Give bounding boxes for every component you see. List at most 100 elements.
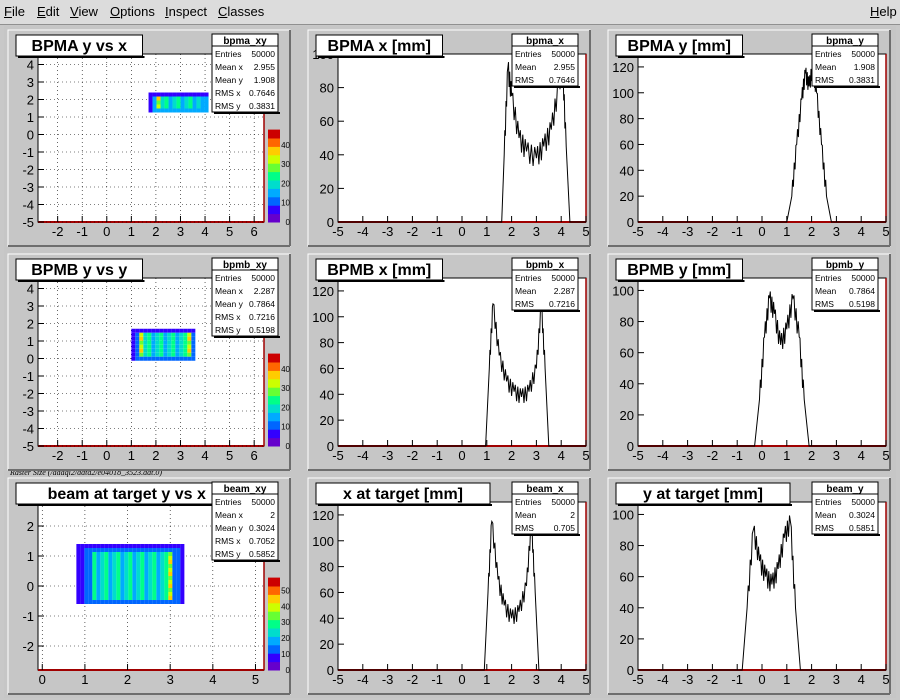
menu-file[interactable]: File — [4, 4, 25, 19]
canvas-svg[interactable]: Raster Size (/adaql2/data2/e04018_3523.d… — [4, 26, 896, 698]
pad-bpma_xy[interactable]: -2 -1 0 1 2 3 4 5 6-5-4-3-2-101234010203040BPMA … — [7, 29, 291, 247]
heatmap-cell — [151, 340, 156, 345]
heatmap-cell — [187, 352, 192, 357]
x-tick-label: 4 — [858, 224, 865, 239]
x-tick-label: -1 — [76, 224, 88, 239]
heatmap-cell — [132, 556, 137, 560]
heatmap-cell — [135, 352, 140, 357]
x-tick-label: 1 — [483, 672, 490, 687]
menu-view[interactable]: View — [70, 4, 98, 19]
heatmap-cell — [172, 592, 177, 596]
heatmap-cell — [151, 348, 156, 353]
heatmap-cell — [160, 564, 165, 568]
title-box: BPMA y vs x — [15, 34, 145, 58]
heatmap-cell — [108, 544, 113, 548]
heatmap-cell — [140, 576, 145, 580]
heatmap-cell — [88, 592, 93, 596]
heatmap-cell — [135, 344, 140, 349]
menu-edit[interactable]: Edit — [37, 4, 60, 19]
heatmap-cell — [128, 584, 133, 588]
heatmap-cell — [136, 580, 141, 584]
pad-bpmb_xy[interactable]: -2 -1 0 1 2 3 4 5 6-5-4-3-2-101234010203040BPMB … — [7, 253, 291, 471]
y-tick-label: 120 — [612, 60, 634, 75]
pad-bpmb_y[interactable]: -5 -4 -3 -2 -1 0 1 2 3 4 5 0 20 40 60 80 100 BPMB y [mm] b… — [607, 253, 891, 471]
heatmap-cell — [128, 580, 133, 584]
heatmap-cell — [168, 572, 173, 576]
heatmap-cell — [147, 340, 152, 345]
x-tick-label: -2 — [407, 224, 419, 239]
heatmap-cell — [112, 576, 117, 580]
heatmap-cell — [144, 584, 149, 588]
heatmap-cell — [192, 92, 197, 97]
heatmap-cell — [156, 552, 161, 556]
heatmap-cell — [176, 100, 181, 105]
heatmap-cell — [148, 96, 153, 101]
x-tick-label: 3 — [833, 224, 840, 239]
heatmap-cell — [180, 548, 185, 552]
plot-frame[interactable]: -5 -4 -3 -2 -1 0 1 2 3 4 5 0 20 40 60 80 100 120 — [312, 501, 590, 687]
menu-classes[interactable]: Classes — [218, 4, 265, 19]
panel-title: BPMA x [mm] — [328, 38, 431, 55]
heatmap-cell — [140, 548, 145, 552]
heatmap-cell — [136, 564, 141, 568]
pad-bpma_x[interactable]: -5-4-3-2-1012345020406080100BPMA x [mm]b… — [307, 29, 591, 247]
y-tick-label: 2 — [27, 519, 34, 534]
x-tick-label: 3 — [177, 224, 184, 239]
heatmap-cell — [155, 332, 160, 337]
y-tick-label: -1 — [22, 609, 34, 624]
stats-value: 0.3024 — [249, 523, 275, 533]
heatmap-cell — [191, 348, 196, 353]
heatmap-cell — [96, 584, 101, 588]
heatmap-cell — [164, 104, 169, 109]
heatmap-cell — [132, 584, 137, 588]
heatmap-cell — [156, 92, 161, 97]
heatmap-cell — [104, 576, 109, 580]
heatmap-cell — [132, 580, 137, 584]
heatmap-cell — [76, 588, 81, 592]
heatmap-cell — [152, 592, 157, 596]
pad-beam_x[interactable]: -5 -4 -3 -2 -1 0 1 2 3 4 5 0 20 40 60 80 100 120 x at targ… — [307, 477, 591, 695]
heatmap-cell — [159, 332, 164, 337]
heatmap-cell — [180, 108, 185, 113]
menu-help[interactable]: Help — [870, 4, 897, 19]
y-tick-label: 40 — [620, 601, 634, 616]
color-scale-bin — [268, 602, 280, 612]
heatmap-cell — [176, 92, 181, 97]
pad-bpma_y[interactable]: -5 -4 -3 -2 -1 0 1 2 3 4 5 0 20 40 60 80 100 120 BPMA y [m… — [607, 29, 891, 247]
heatmap-cell — [108, 592, 113, 596]
stats-label: Mean — [515, 510, 537, 520]
color-scale-bin — [268, 205, 280, 215]
heatmap-cell — [164, 544, 169, 548]
heatmap-cell — [104, 584, 109, 588]
y-tick-label: 20 — [620, 408, 634, 423]
heatmap-cell — [112, 588, 117, 592]
panel-title: x at target [mm] — [343, 486, 463, 503]
heatmap-cell — [180, 584, 185, 588]
stats-label: Entries — [515, 497, 541, 507]
heatmap-cell — [155, 356, 160, 361]
heatmap-cell — [179, 348, 184, 353]
heatmap-cell — [204, 108, 209, 113]
x-tick-label: -5 — [632, 448, 644, 463]
heatmap-cell — [80, 548, 85, 552]
heatmap-cell — [140, 556, 145, 560]
heatmap-cell — [188, 100, 193, 105]
heatmap-cell — [128, 560, 133, 564]
menu-inspect[interactable]: Inspect — [165, 4, 207, 19]
pad-bpmb_x[interactable]: -5 -4 -3 -2 -1 0 1 2 3 4 5 0 20 40 60 80 100 120 BPMB x [m… — [307, 253, 591, 471]
heatmap-cell — [116, 580, 121, 584]
heatmap-cell — [156, 564, 161, 568]
y-tick-label: 3 — [27, 299, 34, 314]
heatmap-cell — [148, 556, 153, 560]
heatmap-cell — [144, 592, 149, 596]
stats-label: Mean x — [215, 286, 244, 296]
menu-options[interactable]: Options — [110, 4, 155, 19]
root-canvas[interactable]: Raster Size (/adaql2/data2/e04018_3523.d… — [4, 26, 896, 698]
panel-title: BPMB y [mm] — [627, 262, 731, 279]
pad-beam_y[interactable]: -5 -4 -3 -2 -1 0 1 2 3 4 5 0 20 40 60 80 100 y at target … — [607, 477, 891, 695]
heatmap-cell — [192, 104, 197, 109]
heatmap-cell — [148, 568, 153, 572]
heatmap-cell — [164, 572, 169, 576]
